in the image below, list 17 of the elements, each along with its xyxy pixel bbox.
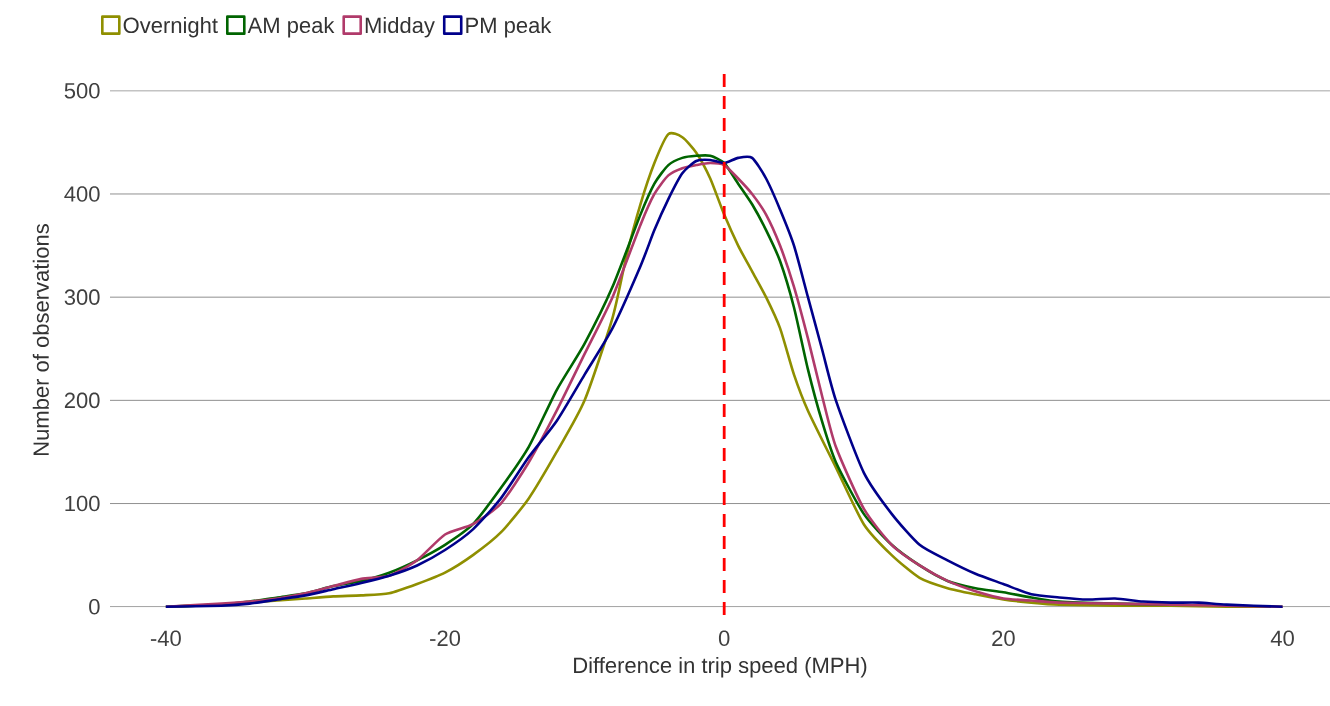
y-tick-label: 0 [89,598,100,615]
y-tick-label: 300 [64,289,100,305]
x-tick-label: 20 [992,630,1015,647]
y-axis-title: Number of observations [32,224,49,455]
legend-label: AM peak [247,16,335,38]
x-tick-label: -20 [430,630,461,647]
y-tick-label: 500 [64,82,100,99]
legend-label: Midday [365,16,435,38]
x-axis-title: Difference in trip speed (MPH) [574,656,867,678]
y-tick-label: 100 [65,495,100,512]
legend-label: PM peak [466,16,552,38]
x-tick-label: 40 [1270,630,1294,647]
x-tick-label: -40 [150,630,181,647]
x-tick-label: 0 [718,630,730,647]
y-tick-label: 200 [64,392,100,409]
y-tick-label: 400 [64,186,100,202]
legend-label: Overnight [123,16,218,38]
